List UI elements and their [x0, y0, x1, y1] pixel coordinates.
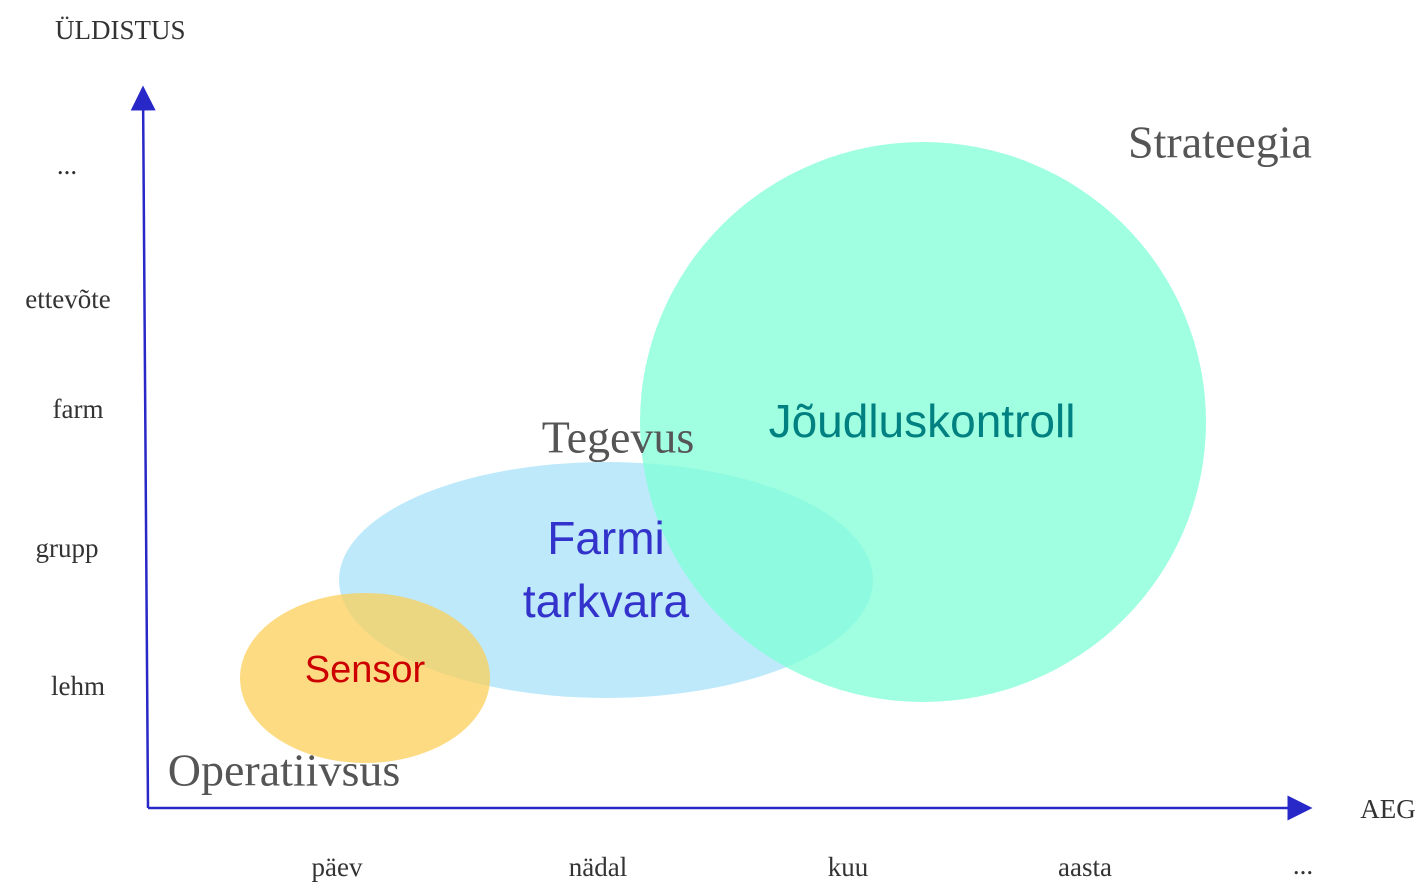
- x-label: päev: [312, 852, 363, 882]
- node-label: tarkvara: [523, 575, 690, 627]
- x-label: nädal: [569, 852, 627, 882]
- node-label: Farmi: [547, 512, 665, 564]
- y-axis: [130, 85, 156, 809]
- region-label: Operatiivsus: [168, 745, 401, 796]
- y-label: ettevõte: [25, 284, 110, 314]
- region-label: Tegevus: [542, 412, 695, 463]
- control-circle: [640, 142, 1206, 702]
- y-label: ...: [57, 150, 77, 180]
- x-label: kuu: [828, 852, 869, 882]
- x-label: aasta: [1058, 852, 1112, 882]
- y-axis-title: ÜLDISTUS: [55, 15, 186, 45]
- region-label: Strateegia: [1128, 117, 1312, 168]
- x-axis-title: AEG: [1360, 794, 1416, 824]
- y-label: lehm: [51, 671, 105, 701]
- sensor-ellipse: [240, 593, 490, 763]
- node-label: Jõudluskontroll: [769, 395, 1076, 447]
- y-label: farm: [53, 394, 104, 424]
- node-label: Sensor: [305, 649, 426, 691]
- x-label: ...: [1293, 850, 1313, 880]
- y-label: grupp: [36, 533, 99, 563]
